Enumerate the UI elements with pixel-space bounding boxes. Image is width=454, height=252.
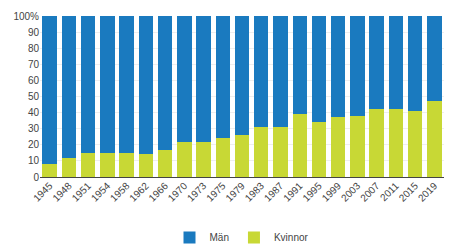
svg-text:1983: 1983 — [243, 180, 267, 204]
svg-text:2003: 2003 — [339, 180, 363, 204]
svg-text:1948: 1948 — [50, 180, 74, 204]
svg-text:100%: 100% — [13, 11, 39, 22]
svg-text:1999: 1999 — [320, 180, 344, 204]
svg-text:60: 60 — [28, 75, 40, 86]
svg-text:1979: 1979 — [223, 180, 247, 204]
svg-text:80: 80 — [28, 43, 40, 54]
svg-text:2015: 2015 — [397, 180, 421, 204]
svg-text:1991: 1991 — [281, 180, 305, 204]
svg-text:1995: 1995 — [300, 180, 324, 204]
svg-text:1966: 1966 — [146, 180, 170, 204]
svg-text:1975: 1975 — [204, 180, 228, 204]
svg-text:20: 20 — [28, 139, 40, 150]
svg-text:50: 50 — [28, 91, 40, 102]
svg-text:1962: 1962 — [127, 180, 151, 204]
svg-text:90: 90 — [28, 27, 40, 38]
svg-text:Kvinnor: Kvinnor — [274, 232, 309, 243]
svg-text:2011: 2011 — [378, 180, 401, 203]
svg-text:1987: 1987 — [262, 180, 286, 204]
svg-text:30: 30 — [28, 123, 40, 134]
svg-text:2007: 2007 — [358, 180, 382, 204]
svg-text:40: 40 — [28, 107, 40, 118]
svg-text:2019: 2019 — [416, 180, 440, 204]
svg-text:1973: 1973 — [185, 180, 209, 204]
svg-text:10: 10 — [28, 155, 40, 166]
svg-text:1951: 1951 — [70, 180, 94, 204]
svg-text:1945: 1945 — [31, 180, 55, 204]
svg-text:1954: 1954 — [89, 180, 113, 204]
svg-text:1970: 1970 — [166, 180, 190, 204]
svg-text:Män: Män — [210, 232, 229, 243]
svg-text:70: 70 — [28, 59, 40, 70]
svg-text:0: 0 — [33, 172, 39, 183]
svg-text:1958: 1958 — [108, 180, 132, 204]
